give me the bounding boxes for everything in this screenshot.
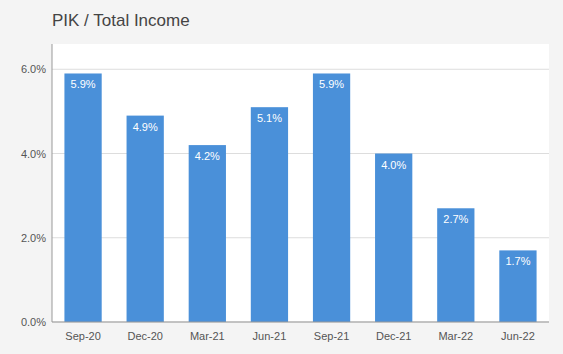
chart-title: PIK / Total Income — [52, 11, 190, 30]
x-tick-label: Jun-21 — [253, 330, 287, 342]
plot-background — [52, 44, 549, 322]
y-tick-label: 6.0% — [21, 63, 46, 75]
x-tick-label: Mar-21 — [190, 330, 225, 342]
data-label: 2.7% — [443, 213, 468, 225]
data-label: 4.0% — [381, 159, 406, 171]
bar — [375, 154, 412, 322]
bar — [189, 145, 226, 322]
data-labels: 5.9% 4.9% 4.2% 5.1% 5.9% 4.0% 2.7% 1.7% — [71, 78, 531, 267]
y-tick-label: 4.0% — [21, 148, 46, 160]
x-axis-line — [52, 322, 549, 323]
grid-line — [52, 322, 549, 323]
y-tick-label: 0.0% — [21, 316, 46, 328]
x-tick-label: Sep-20 — [65, 330, 100, 342]
x-tick-label: Dec-20 — [127, 330, 162, 342]
data-label: 4.9% — [133, 121, 158, 133]
data-label: 1.7% — [505, 255, 530, 267]
y-tick-label: 2.0% — [21, 232, 46, 244]
chart-svg: PIK / Total Income 0.0% 2.0% 4.0% 6.0% 5.9% 4.… — [0, 0, 563, 354]
grid-line — [52, 69, 549, 70]
y-axis-line — [52, 44, 53, 322]
data-label: 4.2% — [195, 150, 220, 162]
x-tick-label: Dec-21 — [376, 330, 411, 342]
x-tick-label: Mar-22 — [438, 330, 473, 342]
x-tick-label: Sep-21 — [314, 330, 349, 342]
data-label: 5.1% — [257, 112, 282, 124]
bar — [127, 116, 164, 322]
data-label: 5.9% — [71, 78, 96, 90]
x-tick-label: Jun-22 — [501, 330, 535, 342]
grid — [52, 69, 549, 322]
bar — [64, 73, 101, 322]
bar — [313, 73, 350, 322]
bar — [499, 250, 536, 322]
background — [0, 0, 563, 354]
bar — [437, 208, 474, 322]
data-label: 5.9% — [319, 78, 344, 90]
bar — [251, 107, 288, 322]
bars — [64, 73, 536, 322]
chart-container: PIK / Total Income 0.0% 2.0% 4.0% 6.0% 5.9% 4.… — [0, 0, 563, 354]
